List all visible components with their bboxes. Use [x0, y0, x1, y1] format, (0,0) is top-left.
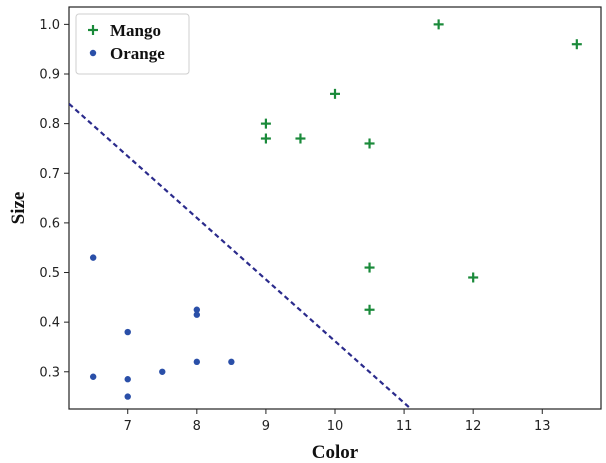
mango-point — [364, 138, 375, 149]
y-tick-label: 0.6 — [39, 216, 60, 231]
mango-point — [364, 262, 375, 273]
y-tick-label: 0.7 — [39, 167, 60, 182]
x-tick-label: 10 — [327, 419, 344, 434]
mango-point — [571, 39, 582, 50]
mango-point — [364, 304, 375, 315]
legend-mango-marker — [88, 25, 98, 35]
x-tick-label: 11 — [396, 419, 413, 434]
orange-point — [124, 393, 131, 400]
legend-orange-marker — [89, 49, 97, 57]
orange-point — [193, 311, 201, 318]
orange-point — [193, 306, 201, 313]
y-tick-label: 0.5 — [39, 266, 60, 281]
legend-box — [75, 13, 190, 75]
orange-point — [228, 358, 235, 366]
x-axis-title: Color — [312, 442, 359, 463]
x-tick-label: 9 — [262, 419, 270, 434]
y-tick-label: 0.8 — [39, 117, 60, 132]
legend-label: Orange — [110, 44, 165, 63]
x-tick-label: 13 — [534, 419, 551, 434]
decision-boundary-line — [69, 102, 412, 409]
y-tick-label: 0.3 — [39, 365, 60, 380]
mango-point — [260, 118, 271, 129]
orange-point — [159, 368, 166, 375]
y-tick-label: 0.9 — [39, 68, 60, 83]
orange-point — [124, 376, 131, 383]
orange-point — [124, 328, 131, 336]
mango-point — [260, 133, 271, 144]
legend-label: Mango — [110, 21, 161, 40]
mango-point — [433, 19, 444, 30]
mango-point — [330, 88, 340, 99]
y-axis-title: Size — [8, 192, 29, 225]
y-tick-label: 0.4 — [39, 316, 60, 331]
orange-point — [193, 358, 201, 366]
mango-point — [468, 272, 479, 283]
y-tick-label: 1.0 — [39, 18, 60, 33]
mango-point — [295, 133, 306, 144]
orange-point — [89, 254, 97, 261]
x-tick-label: 7 — [124, 419, 132, 434]
orange-point — [89, 373, 97, 380]
x-tick-label: 12 — [465, 419, 482, 434]
x-tick-label: 8 — [193, 419, 201, 434]
